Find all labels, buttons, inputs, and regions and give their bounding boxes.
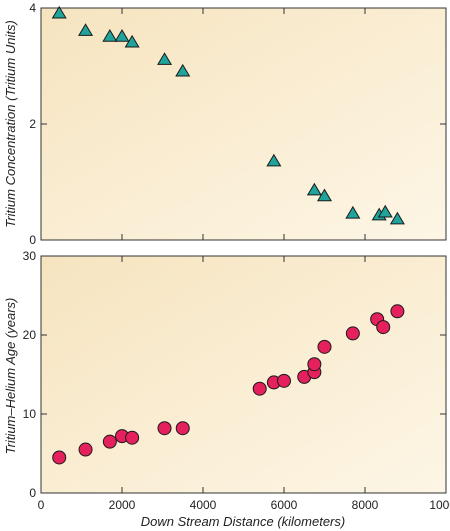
data-point-triangle <box>78 23 94 36</box>
x-tick-label: 8000 <box>352 498 379 512</box>
y-tick-label: 20 <box>23 328 37 342</box>
data-point-triangle <box>345 205 361 219</box>
plot-background <box>41 8 446 240</box>
y-tick-label: 0 <box>29 486 36 500</box>
x-tick-label: 10000 <box>429 498 450 512</box>
data-point-circle <box>345 326 360 341</box>
plot-background <box>41 256 446 493</box>
data-point-triangle <box>266 153 282 167</box>
data-point-circle <box>125 430 140 445</box>
y-tick-label: 2 <box>29 117 36 131</box>
y-axis-title: Tritium Concentration (Tritium Units) <box>3 20 18 228</box>
data-point-triangle <box>306 182 322 196</box>
y-tick-label: 10 <box>23 407 37 421</box>
x-tick-label: 0 <box>38 498 45 512</box>
data-point-circle <box>102 434 117 449</box>
data-point-triangle <box>102 29 118 42</box>
y-tick-label: 4 <box>29 1 36 15</box>
data-point-triangle <box>124 34 140 48</box>
tritium-helium-age-panel: 0 2000 4000 6000 8000 10000 0 10 20 30 Tritium–Hel… <box>3 249 450 529</box>
data-point-circle <box>307 357 322 372</box>
data-point-circle <box>175 421 190 436</box>
y-tick-label: 0 <box>29 233 36 247</box>
data-point-triangle <box>156 52 173 65</box>
data-point-circle <box>317 339 332 354</box>
data-point-circle <box>277 373 291 388</box>
data-point-circle <box>157 421 172 436</box>
y-axis-title: Tritium–Helium Age (years) <box>3 298 18 455</box>
data-point-circle <box>376 320 391 335</box>
y-tick-label: 30 <box>23 249 37 263</box>
data-point-triangle <box>114 29 130 42</box>
tritium-concentration-panel: 0 2 4 Tritium Concentration (Tritium Units) <box>3 1 447 247</box>
x-axis-title: Down Stream Distance (kilometers) <box>141 514 345 529</box>
data-point-triangle <box>377 204 393 218</box>
x-tick-label: 4000 <box>190 498 217 512</box>
data-point-triangle <box>175 63 191 77</box>
x-tick-label: 2000 <box>109 498 136 512</box>
data-point-triangle <box>316 188 333 202</box>
x-tick-label: 6000 <box>271 498 298 512</box>
plot-frame <box>40 255 447 494</box>
data-point-circle <box>390 304 405 319</box>
data-point-circle <box>78 442 93 457</box>
data-point-triangle <box>51 5 67 19</box>
data-point-circle <box>52 450 67 465</box>
data-point-circle <box>252 381 267 396</box>
data-point-triangle <box>389 211 405 225</box>
